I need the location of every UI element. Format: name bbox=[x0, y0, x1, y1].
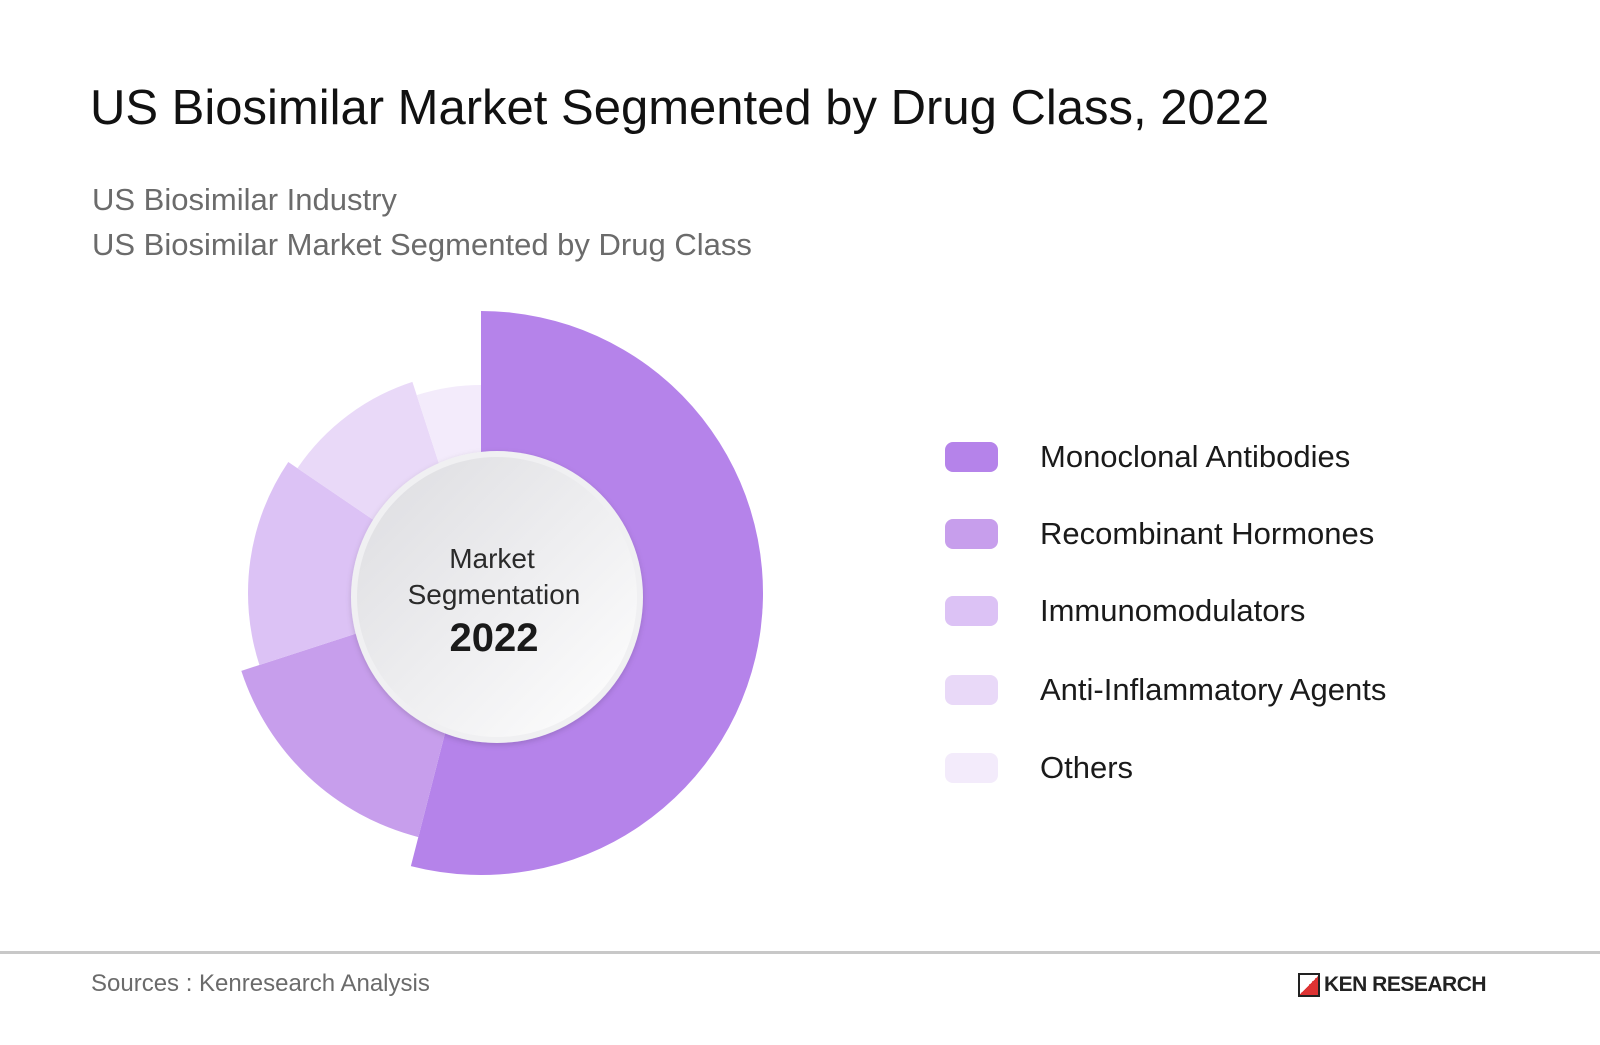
center-label-line1: Market bbox=[449, 543, 535, 574]
legend-swatch bbox=[945, 753, 998, 783]
logo-text: KEN RESEARCH bbox=[1324, 973, 1487, 996]
legend-swatch bbox=[945, 596, 998, 626]
source-note: Sources : Kenresearch Analysis bbox=[91, 970, 430, 997]
subtitle-segment: US Biosimilar Market Segmented by Drug C… bbox=[92, 227, 752, 262]
legend-swatch bbox=[945, 442, 998, 472]
legend-label: Monoclonal Antibodies bbox=[1040, 439, 1351, 474]
legend-label: Others bbox=[1040, 750, 1134, 785]
legend-item: Anti-Inflammatory Agents bbox=[945, 672, 1386, 708]
logo-k-icon bbox=[1298, 973, 1320, 997]
legend-swatch bbox=[945, 519, 998, 549]
legend-item: Others bbox=[945, 750, 1133, 786]
center-label-line2: Segmentation bbox=[408, 579, 581, 610]
legend-label: Recombinant Hormones bbox=[1040, 516, 1375, 551]
legend-label: Anti-Inflammatory Agents bbox=[1040, 672, 1387, 707]
legend-item: Immunomodulators bbox=[945, 593, 1305, 629]
legend-item: Recombinant Hormones bbox=[945, 516, 1374, 552]
center-label-year: 2022 bbox=[450, 616, 539, 660]
ken-research-logo: KEN RESEARCH bbox=[1298, 973, 1487, 997]
page-title: US Biosimilar Market Segmented by Drug C… bbox=[90, 81, 1270, 135]
center-circle bbox=[357, 457, 637, 737]
legend-swatch bbox=[945, 675, 998, 705]
legend-item: Monoclonal Antibodies bbox=[945, 439, 1350, 475]
footer-divider bbox=[0, 951, 1600, 954]
subtitle-industry: US Biosimilar Industry bbox=[92, 182, 397, 217]
legend-label: Immunomodulators bbox=[1040, 593, 1306, 628]
